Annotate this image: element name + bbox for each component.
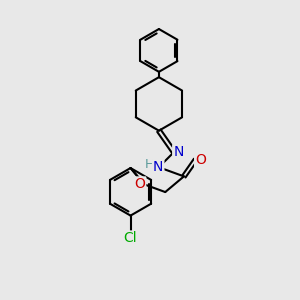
Text: N: N bbox=[153, 160, 164, 174]
Text: Cl: Cl bbox=[124, 232, 137, 245]
Text: N: N bbox=[173, 145, 184, 159]
Text: H: H bbox=[145, 158, 154, 171]
Text: O: O bbox=[195, 153, 206, 167]
Text: O: O bbox=[134, 177, 145, 191]
